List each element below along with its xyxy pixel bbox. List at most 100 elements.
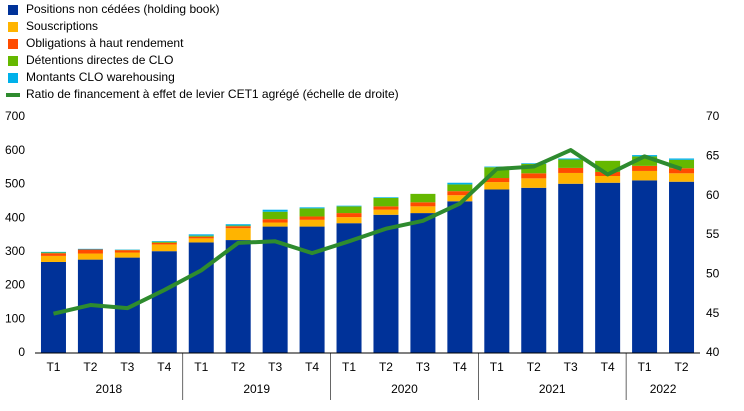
bar-segment	[299, 207, 325, 209]
bar-segment	[447, 182, 473, 185]
bar-segment	[632, 165, 658, 171]
legend-swatch	[8, 22, 18, 32]
bar-segment	[484, 167, 510, 179]
bar-segment	[188, 236, 214, 239]
x-tick-label: T3	[268, 360, 282, 374]
legend-label: Obligations à haut rendement	[26, 36, 184, 50]
bar-segment	[40, 261, 66, 353]
bar-segment	[77, 253, 103, 260]
bar-segment	[151, 244, 177, 252]
bar-segment	[669, 159, 695, 169]
bar-segment	[114, 252, 140, 258]
bar-segment	[225, 240, 251, 353]
x-tick-label: T3	[564, 360, 578, 374]
bar-segment	[410, 206, 436, 214]
bar-segment	[410, 202, 436, 207]
bar-segment	[632, 170, 658, 181]
y-tick-label: 300	[5, 244, 25, 258]
bar-segment	[669, 158, 695, 160]
bar-segment	[114, 250, 140, 253]
x-tick-label: T4	[601, 360, 615, 374]
bar-segment	[632, 180, 658, 353]
x-tick-label: T2	[527, 360, 541, 374]
bar-segment	[669, 168, 695, 174]
y-tick-label: 100	[5, 311, 25, 325]
bar-segment	[225, 228, 251, 241]
legend-label: Ratio de financement à effet de levier C…	[26, 87, 399, 101]
bar-segment	[40, 252, 66, 254]
bar-segment	[558, 172, 584, 184]
bar-segment	[40, 255, 66, 262]
x-tick-label: T2	[379, 360, 393, 374]
bar-segment	[40, 253, 66, 256]
bar-segment	[410, 213, 436, 353]
bar-segment	[410, 193, 436, 203]
bar-segment	[484, 189, 510, 353]
bar-segment	[558, 158, 584, 160]
bar-segment	[484, 178, 510, 183]
bar-segment	[521, 173, 547, 179]
bar-segment	[262, 211, 288, 220]
bar-segment	[558, 159, 584, 168]
ratio-line	[53, 148, 683, 316]
bar-segment	[336, 217, 362, 224]
bar-segment	[669, 173, 695, 182]
x-group-label: 2021	[539, 382, 566, 396]
x-tick-label: T4	[453, 360, 467, 374]
legend-label: Détentions directes de CLO	[26, 53, 173, 67]
x-group-label: 2018	[96, 382, 123, 396]
bar-segment	[299, 226, 325, 353]
x-tick-label: T3	[120, 360, 134, 374]
y2-tick-label: 60	[706, 188, 720, 202]
bar-segment	[225, 225, 251, 227]
bar-segment	[521, 187, 547, 353]
bar-segment	[299, 219, 325, 227]
bar-segment	[225, 226, 251, 229]
bar-segment	[373, 197, 399, 207]
y-tick-label: 200	[5, 278, 25, 292]
bar-segment	[151, 251, 177, 353]
bar-segment	[336, 205, 362, 207]
legend-swatch	[8, 73, 18, 83]
bar-segment	[447, 191, 473, 196]
bar-segment	[262, 222, 288, 227]
bar-segment	[262, 219, 288, 223]
y2-tick-label: 50	[706, 267, 720, 281]
bar-segment	[40, 251, 66, 253]
x-tick-label: T1	[490, 360, 504, 374]
x-group-label: 2022	[650, 382, 677, 396]
bar-segment	[521, 178, 547, 188]
bar-segment	[188, 238, 214, 243]
x-tick-label: T2	[231, 360, 245, 374]
x-group-label: 2020	[391, 382, 418, 396]
bar-segment	[373, 197, 399, 198]
x-tick-label: T2	[83, 360, 97, 374]
bar-segment	[521, 163, 547, 174]
bar-segment	[484, 182, 510, 190]
bar-segment	[299, 216, 325, 220]
bar-segment	[151, 241, 177, 243]
y2-tick-label: 65	[706, 149, 720, 163]
bar-segment	[558, 183, 584, 353]
bar-segment	[336, 206, 362, 214]
x-tick-label: T2	[675, 360, 689, 374]
bar-segment	[151, 242, 177, 245]
y-tick-label: 700	[5, 109, 25, 123]
bar-segment	[151, 241, 177, 242]
y-tick-label: 0	[18, 345, 25, 359]
y-tick-label: 500	[5, 177, 25, 191]
bar-segment	[447, 184, 473, 192]
bar-segment	[595, 176, 621, 183]
bar-segment	[262, 226, 288, 353]
bar-segment	[521, 163, 547, 164]
x-tick-label: T1	[342, 360, 356, 374]
x-tick-label: T3	[416, 360, 430, 374]
bar-segment	[188, 235, 214, 237]
legend-swatch	[8, 56, 18, 66]
legend-swatch	[8, 39, 18, 49]
bar-segment	[669, 181, 695, 353]
bar-segment	[77, 249, 103, 254]
y2-tick-label: 45	[706, 306, 720, 320]
y2-tick-label: 55	[706, 227, 720, 241]
